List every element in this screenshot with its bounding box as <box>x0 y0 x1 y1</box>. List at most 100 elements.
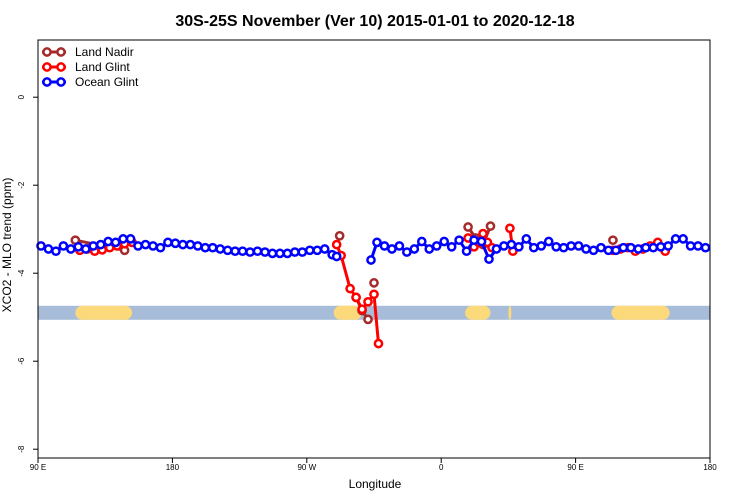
data-point <box>36 241 46 251</box>
land-span <box>75 305 133 320</box>
data-point <box>230 246 240 257</box>
data-point <box>670 234 681 244</box>
data-point <box>275 248 285 259</box>
x-tick-label: 90 E <box>30 463 46 472</box>
data-point <box>125 234 136 244</box>
data-point <box>439 236 450 247</box>
data-point <box>88 241 99 251</box>
data-point <box>260 247 270 257</box>
data-point <box>558 242 569 253</box>
legend-marker <box>56 62 66 72</box>
data-point <box>363 296 373 307</box>
data-point <box>297 247 308 257</box>
data-point <box>282 248 293 259</box>
data-point <box>431 241 442 251</box>
series-land-glint <box>74 223 671 349</box>
data-point <box>369 289 379 300</box>
legend-marker <box>56 77 66 87</box>
series-ocean-glint <box>36 234 711 265</box>
data-point <box>648 242 659 253</box>
data-point <box>252 246 263 257</box>
data-point <box>608 235 618 246</box>
y-axis-label: XCO2 - MLO trend (ppm) <box>0 178 14 313</box>
data-point <box>331 251 342 262</box>
data-point <box>663 241 674 251</box>
data-point <box>491 244 502 254</box>
x-axis: 90 E 180 90 W 0 90 E 180 <box>30 458 717 472</box>
legend-label: Land Nadir <box>75 45 134 59</box>
data-point <box>536 241 547 251</box>
data-point <box>118 234 128 244</box>
legend-label: Ocean Glint <box>75 75 139 89</box>
data-point <box>476 236 487 247</box>
data-point <box>237 246 248 257</box>
series-layer <box>36 221 711 349</box>
y-tick-label: -2 <box>17 181 26 189</box>
data-point <box>103 236 114 247</box>
data-point <box>200 242 211 253</box>
legend-marker <box>42 47 52 57</box>
data-point <box>155 242 166 253</box>
data-point <box>51 246 61 257</box>
land-span <box>508 305 512 320</box>
data-point <box>312 245 323 256</box>
data-point <box>626 242 636 253</box>
data-point <box>373 338 384 349</box>
data-point <box>573 241 584 251</box>
data-point <box>499 241 509 251</box>
x-tick-label: 90 W <box>297 463 316 472</box>
data-point <box>521 234 532 244</box>
data-point <box>58 241 69 251</box>
x-tick-label: 180 <box>166 463 180 472</box>
data-point <box>685 241 696 251</box>
y-axis: 0 -2 -4 -6 -8 <box>17 94 38 453</box>
data-point <box>506 239 517 250</box>
ocean-band <box>38 305 710 320</box>
data-point <box>581 244 591 254</box>
data-point <box>551 241 562 252</box>
data-point <box>304 245 315 256</box>
legend-marker <box>56 47 66 57</box>
x-axis-label: Longitude <box>349 477 402 491</box>
data-point <box>185 239 196 250</box>
data-point <box>566 241 576 251</box>
data-point <box>140 239 151 250</box>
chart-title: 30S-25S November (Ver 10) 2015-01-01 to … <box>175 13 574 30</box>
data-point <box>463 222 473 232</box>
data-point <box>596 242 606 253</box>
data-point <box>655 241 666 252</box>
data-point <box>424 244 435 254</box>
data-point <box>267 248 278 259</box>
x-tick-label: 180 <box>703 463 717 472</box>
data-point <box>640 242 651 253</box>
data-point <box>693 241 703 251</box>
data-point <box>133 241 143 251</box>
data-point <box>700 242 711 253</box>
data-point <box>505 223 515 234</box>
x-tick-label: 0 <box>439 463 444 472</box>
data-point <box>446 241 457 252</box>
data-point <box>73 241 84 252</box>
data-point <box>402 247 412 257</box>
data-point <box>357 304 367 315</box>
data-point <box>633 244 644 254</box>
data-point <box>369 278 379 288</box>
data-point <box>484 254 494 264</box>
data-point <box>528 242 539 253</box>
data-point <box>345 283 355 294</box>
data-point <box>319 244 330 254</box>
y-tick-label: -6 <box>17 357 26 365</box>
y-tick-label: -8 <box>17 445 26 453</box>
data-point <box>148 241 158 251</box>
data-point <box>485 221 496 231</box>
data-point <box>331 239 342 250</box>
data-point <box>469 235 479 246</box>
data-point <box>603 245 614 256</box>
data-point <box>351 292 361 303</box>
data-point <box>618 242 629 253</box>
legend-marker <box>42 62 52 72</box>
data-point <box>66 244 76 254</box>
data-point <box>334 230 345 241</box>
